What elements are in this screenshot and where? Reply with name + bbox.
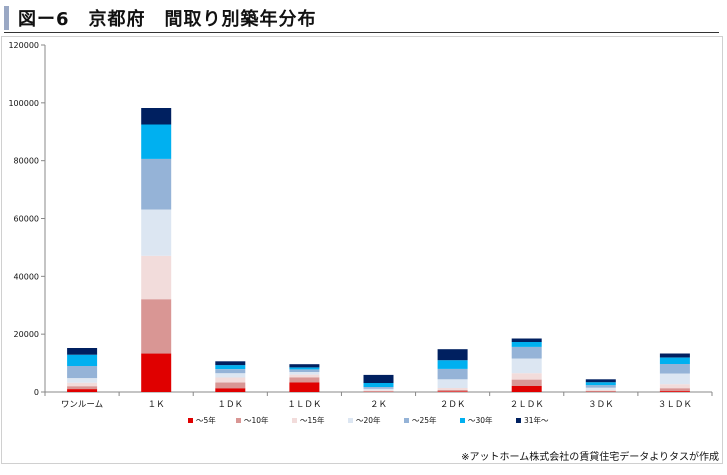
legend-label: ～10年 [244,415,269,425]
bar-segment [511,338,542,342]
bar-segment [215,365,246,370]
x-tick-label: １Ｋ [148,400,165,410]
bar-segment [437,391,468,392]
x-tick-label: ２Ｋ [370,400,387,410]
bar-segment [511,342,542,347]
bar-segment [511,379,542,386]
bar-segment [67,366,98,379]
x-tick-label: ２ＬＤＫ [510,400,544,410]
bar-segment [363,388,394,391]
x-tick-label: １ＬＤＫ [287,400,321,410]
y-tick-label: 0 [34,388,39,397]
bar-segment [289,367,320,370]
legend-swatch [292,418,297,423]
bar-segment [659,388,690,392]
bar-segment [67,354,98,366]
bar-segment [659,364,690,374]
legend-swatch [404,418,409,423]
y-tick-label: 80000 [14,157,39,166]
x-tick-label: ワンルーム [61,400,103,410]
bar-segment [215,373,246,378]
legend-swatch [460,418,465,423]
y-tick-label: 120000 [8,41,39,50]
x-tick-label: １ＤＫ [218,400,244,410]
x-tick-label: ３ＬＤＫ [658,400,692,410]
bar-segment [511,373,542,380]
bar-segment [67,348,98,355]
bar-segment [437,360,468,369]
bar-segment [141,299,172,354]
bar-segment [215,361,246,366]
bar-segment [215,369,246,374]
bar-segment [585,390,616,391]
legend-label: ～5年 [196,415,216,425]
bar-segment [289,369,320,372]
y-tick-label: 60000 [14,215,39,224]
bar-segment [437,379,468,388]
title-divider [4,32,719,33]
bar-segment [67,389,98,392]
bar-segment [363,383,394,387]
bar-segment [215,388,246,392]
legend-label: ～30年 [468,415,493,425]
bar-segment [289,374,320,378]
bar-segment [511,385,542,392]
bar-segment [215,377,246,383]
bar-segment [585,387,616,390]
bar-segment [585,390,616,392]
bar-segment [141,209,172,256]
bar-segment [437,388,468,390]
bar-segment [437,390,468,392]
bar-segment [585,385,616,388]
bar-segment [363,374,394,383]
bar-segment [289,364,320,368]
bar-segment [141,353,172,392]
bar-segment [289,377,320,383]
bar-segment [659,353,690,358]
x-tick-label: ３ＤＫ [588,400,614,410]
bar-segment [215,382,246,389]
bar-segment [659,391,690,392]
legend-swatch [188,418,193,423]
bar-segment [363,391,394,392]
bar-segment [67,382,98,387]
chart-frame [1,36,723,464]
bar-segment [363,390,394,392]
y-tick-label: 40000 [14,272,39,281]
legend-label: ～25年 [412,415,437,425]
y-tick-label: 100000 [8,99,39,108]
bar-segment [289,372,320,375]
legend-label: ～20年 [356,415,381,425]
page-title: 図ー6 京都府 間取り別築年分布 [18,9,317,30]
bar-segment [363,387,394,389]
legend-swatch [348,418,353,423]
legend-label: ～15年 [300,415,325,425]
bar-segment [437,349,468,361]
bar-segment [585,382,616,386]
bar-segment [67,378,98,383]
bar-segment [659,384,690,389]
bar-segment [141,124,172,159]
bar-segment [659,373,690,385]
bar-segment [141,108,172,125]
bar-segment [141,255,172,300]
data-source-credit: ※アットホーム株式会社の賃貸住宅データよりタスが作成 [461,452,719,463]
y-tick-label: 20000 [14,330,39,339]
bar-segment [659,357,690,364]
x-tick-label: ２ＤＫ [440,400,466,410]
bar-segment [511,358,542,374]
title-bar: 図ー6 京都府 間取り別築年分布 [4,4,719,33]
bar-segment [67,386,98,390]
bar-segment [437,368,468,380]
title-accent-bar [4,6,9,30]
bar-segment [585,379,616,383]
legend-swatch [516,418,521,423]
bar-segment [141,158,172,210]
legend-swatch [236,418,241,423]
bar-segment [289,382,320,392]
legend-label: 31年～ [524,415,549,425]
bar-segment [511,346,542,359]
